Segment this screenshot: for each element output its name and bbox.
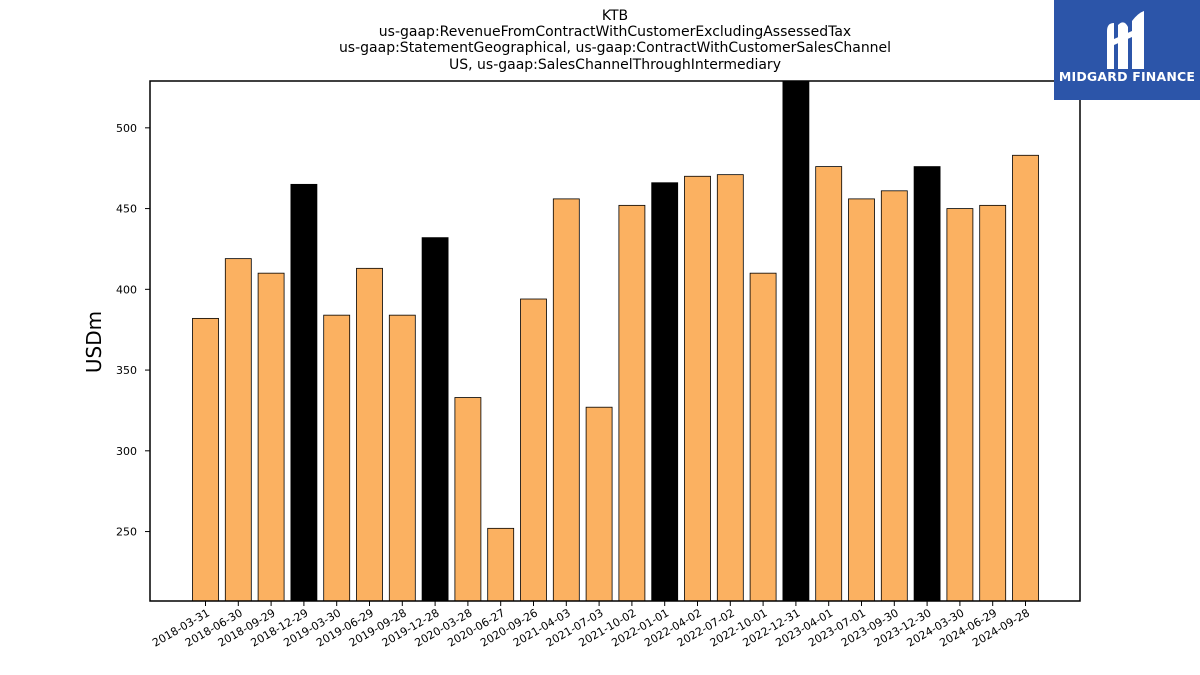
bar-2019-12-28 <box>421 237 449 602</box>
y-tick-label: 450 <box>116 203 137 216</box>
bar-2021-07-03 <box>585 406 613 602</box>
chart-title-line-1: KTB <box>602 8 628 24</box>
bar-2018-03-31 <box>192 317 219 602</box>
bar-2022-12-31 <box>782 80 810 602</box>
y-tick-label: 400 <box>116 283 137 296</box>
bar-2022-10-01 <box>749 272 777 602</box>
chart-title-line-2: us-gaap:RevenueFromContractWithCustomerE… <box>379 24 851 40</box>
bar-2020-06-27 <box>487 527 515 602</box>
chart-title-line-3: us-gaap:StatementGeographical, us-gaap:C… <box>339 40 891 56</box>
bar-2020-09-26 <box>520 298 547 602</box>
bar-2024-09-28 <box>1012 154 1039 602</box>
bar-2024-03-30 <box>946 208 974 602</box>
bar-2018-06-30 <box>224 258 252 602</box>
bar-2018-12-29 <box>290 183 318 602</box>
y-axis: 250 300 350 400 450 500 <box>116 122 150 539</box>
chart-title: KTB us-gaap:RevenueFromContractWithCusto… <box>339 8 891 73</box>
y-tick-label: 500 <box>116 122 137 135</box>
bar-2022-04-02 <box>684 175 711 602</box>
chart-title-line-4: US, us-gaap:SalesChannelThroughIntermedi… <box>449 57 781 73</box>
bar-2023-07-01 <box>848 198 875 602</box>
midgard-m-logo-icon <box>1107 11 1144 69</box>
y-tick-label: 350 <box>116 364 137 377</box>
plot-area-frame <box>149 80 1081 602</box>
bar-2019-03-30 <box>323 314 351 602</box>
bar-2018-09-29 <box>257 272 285 602</box>
bar-2023-09-30 <box>880 190 908 602</box>
bar-series <box>192 80 1039 602</box>
brand-name: MIDGARD FINANCE <box>1058 69 1196 84</box>
bar-2022-01-01 <box>651 182 679 602</box>
bar-2023-04-01 <box>815 166 843 602</box>
bar-2019-06-29 <box>356 267 383 602</box>
bar-2024-06-29 <box>979 204 1007 602</box>
bar-2021-10-02 <box>618 204 646 602</box>
x-axis: 2018-03-312018-06-302018-09-292018-12-29… <box>150 601 1032 650</box>
bar-2021-04-03 <box>552 198 580 602</box>
y-tick-label: 300 <box>116 445 137 458</box>
brand-logo: MIDGARD FINANCE <box>1054 0 1200 100</box>
y-tick-label: 250 <box>116 526 137 539</box>
bar-2023-12-30 <box>913 166 941 602</box>
y-axis-label: USDm <box>82 311 106 373</box>
bar-2022-07-02 <box>716 174 744 602</box>
bar-2020-03-28 <box>454 397 482 602</box>
bar-2019-09-28 <box>388 314 416 602</box>
